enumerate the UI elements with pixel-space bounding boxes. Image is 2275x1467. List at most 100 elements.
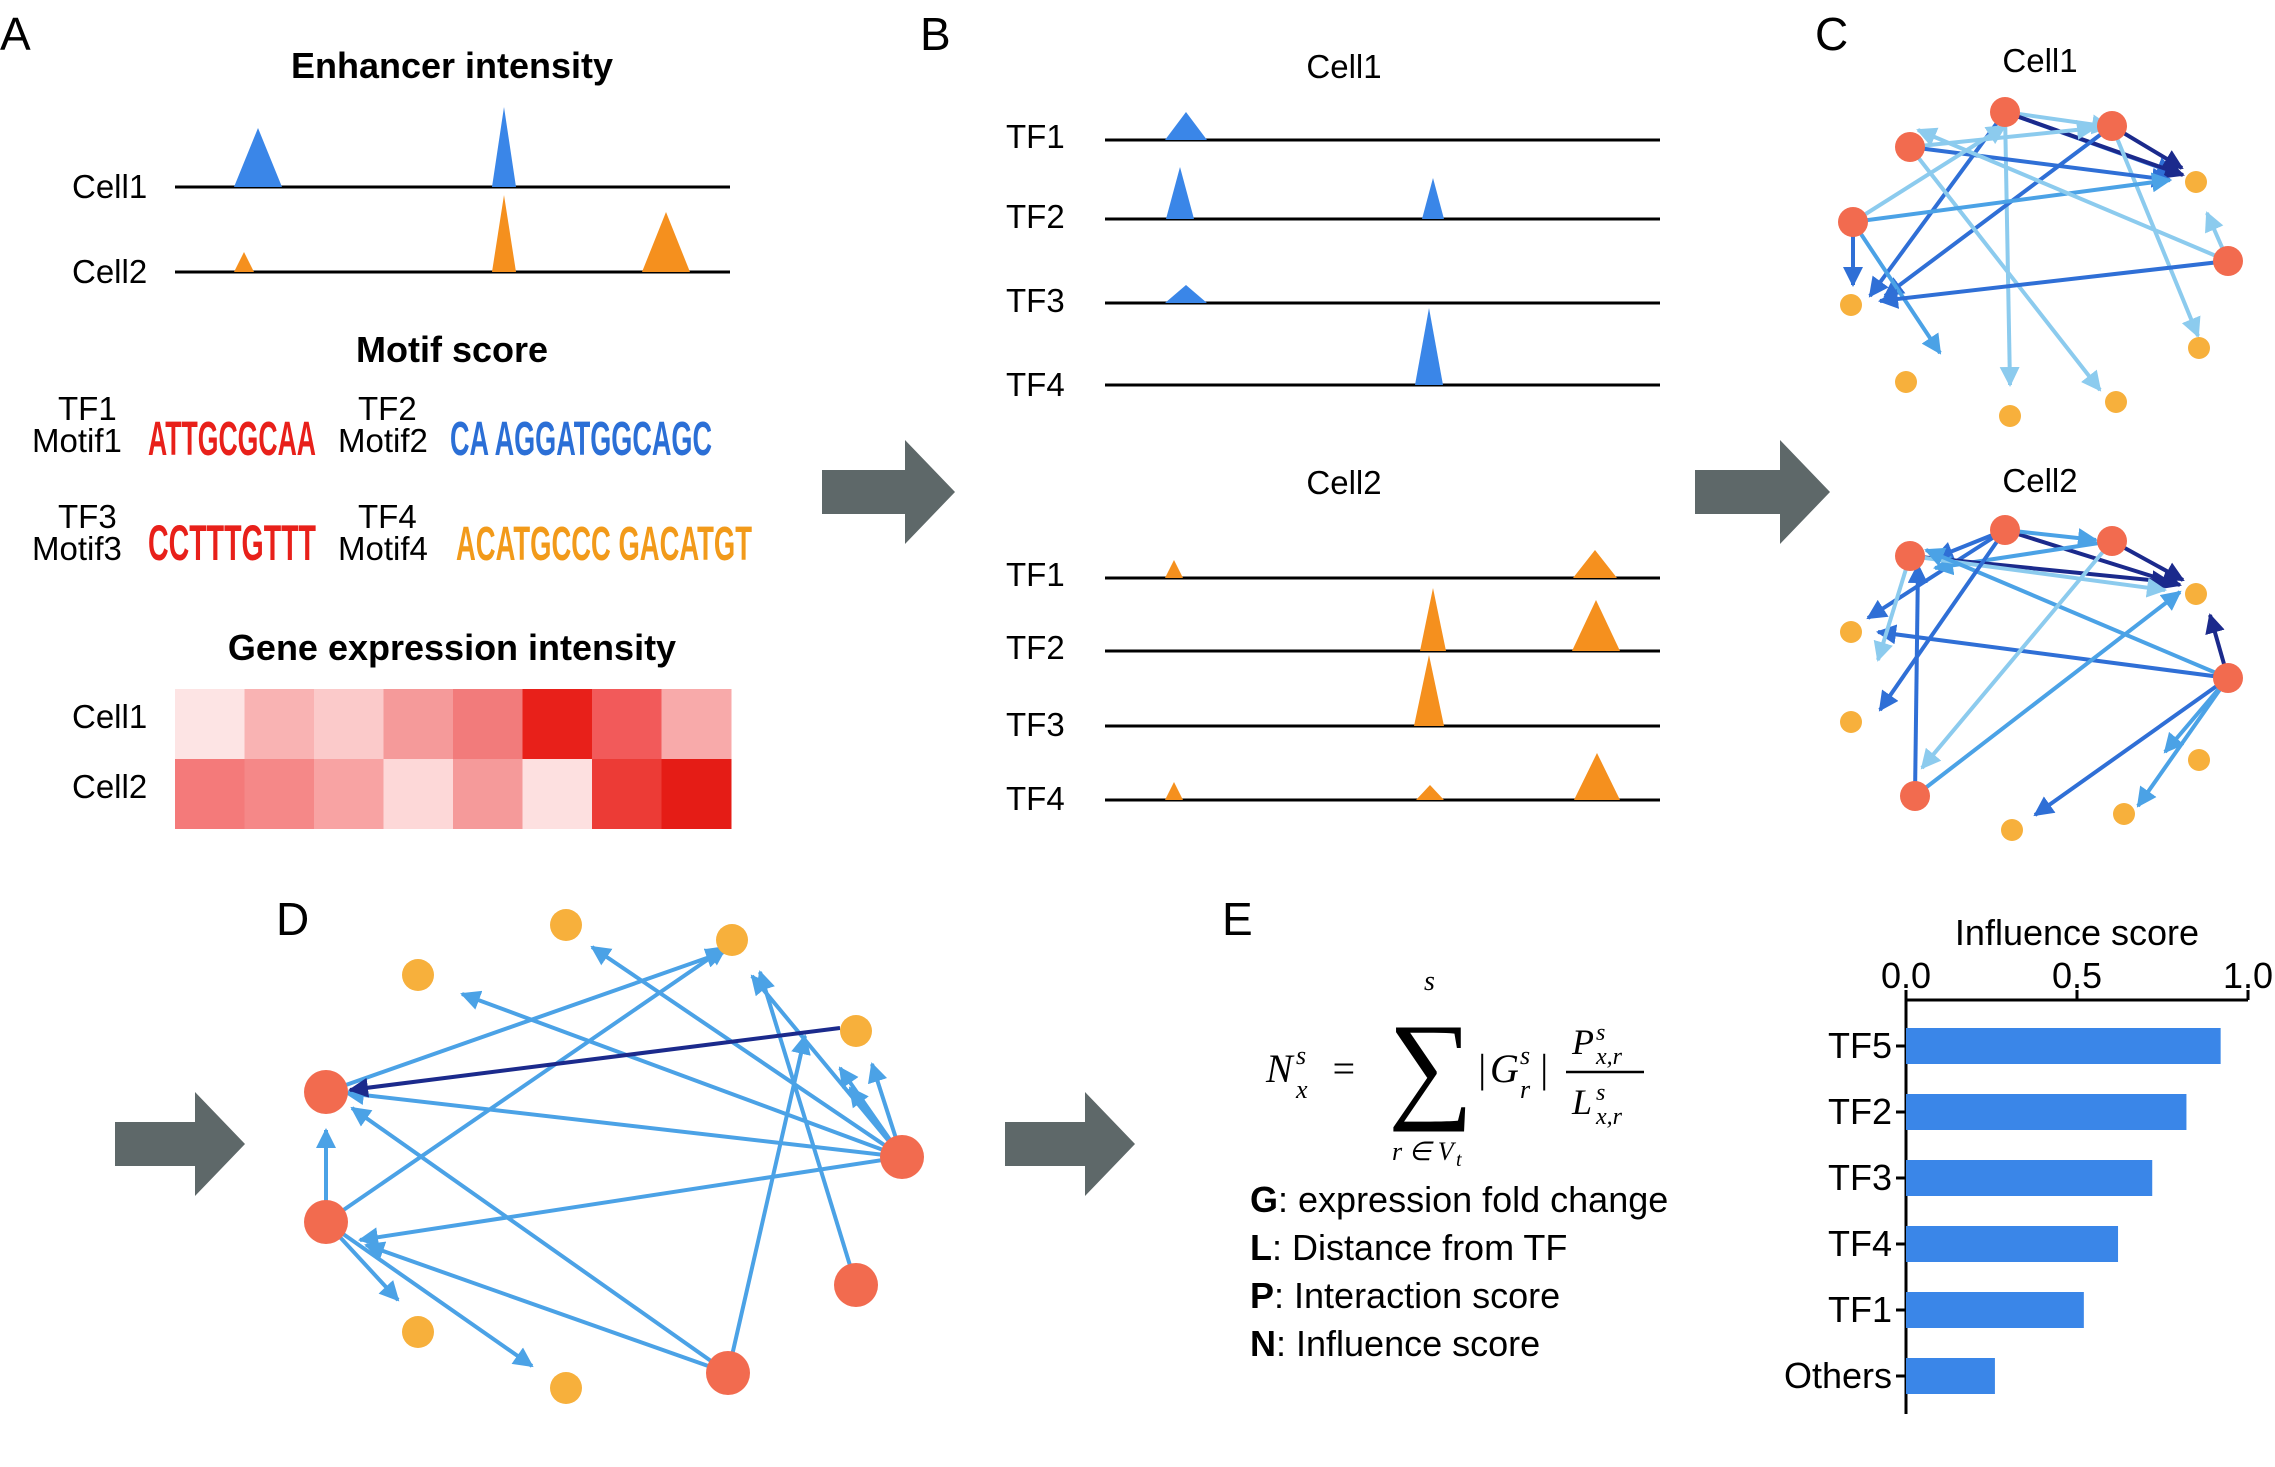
motif4-logo: ACATGCCC GACATGT <box>456 518 752 571</box>
b1-tf2-peak <box>1166 167 1194 219</box>
formula-legend: G: expression fold change L: Distance fr… <box>1250 1179 1668 1364</box>
gene-node <box>2185 171 2207 193</box>
gene-node <box>2113 803 2135 825</box>
network-edge <box>325 948 726 1094</box>
legend-row: L: Distance from TF <box>1250 1227 1567 1268</box>
arrow-b-to-c <box>1695 440 1830 544</box>
tf-node <box>2097 111 2127 141</box>
b1-tf2-label: TF2 <box>1006 198 1065 235</box>
expression-heatmap <box>175 689 732 829</box>
category-label: TF4 <box>1828 1223 1892 1264</box>
network-edge <box>2033 676 2230 817</box>
legend-key: G <box>1250 1179 1278 1220</box>
chart-title: Influence score <box>1955 912 2199 953</box>
motif1-logo: ATTGCGCAA <box>148 413 316 466</box>
network-edge <box>1873 555 1912 662</box>
motif1-label: Motif1 <box>32 422 122 459</box>
network-edge <box>1920 539 2114 770</box>
enhancer-tracks: Cell1 Cell2 <box>72 107 730 290</box>
network-edge <box>358 1155 903 1248</box>
category-label: TF3 <box>1828 1157 1892 1198</box>
heatmap-cell <box>522 759 593 829</box>
tf-node <box>834 1263 878 1307</box>
heatmap-cell <box>522 689 593 759</box>
svg-text:∑: ∑ <box>1388 999 1474 1132</box>
motif-logos: TF1 Motif1 ATTGCGCAA TF2 Motif2 CA AGGAT… <box>32 390 752 571</box>
network-edge <box>2004 110 2185 179</box>
network-edge <box>1878 528 2007 712</box>
network-edge <box>324 945 728 1224</box>
arrow-a-to-b <box>822 440 955 544</box>
svg-text:G: G <box>1490 1046 1519 1091</box>
svg-text:|: | <box>1538 1046 1549 1091</box>
panel-b-cell2-title: Cell2 <box>1306 464 1381 501</box>
gene-node <box>1840 711 1862 733</box>
network-edge <box>1913 590 2182 798</box>
legend-key: P <box>1250 1275 1274 1316</box>
category-label: Others <box>1784 1355 1892 1396</box>
b2-tf2-peak <box>1572 600 1620 651</box>
tf-node <box>1895 132 1925 162</box>
b2-tf3-peak <box>1414 655 1444 726</box>
network-edge <box>2004 528 2182 590</box>
tf-node <box>1990 97 2020 127</box>
category-label: TF2 <box>1828 1091 1892 1132</box>
legend-text: : Interaction score <box>1274 1275 1560 1316</box>
motif4-label: Motif4 <box>338 530 428 567</box>
b2-tf2-label: TF2 <box>1006 629 1065 666</box>
svg-text:s: s <box>1296 1041 1306 1070</box>
gene-node <box>550 1372 582 1404</box>
heatmap-cell <box>244 759 315 829</box>
tf-node <box>2213 663 2243 693</box>
bar <box>1906 1292 2084 1328</box>
bar <box>1906 1226 2119 1262</box>
gene-node <box>402 959 434 991</box>
svg-text:s: s <box>1596 1020 1605 1046</box>
network-edge <box>324 1220 534 1368</box>
heatmap-cell <box>453 759 523 829</box>
b2-tf3-label: TF3 <box>1006 706 1065 743</box>
legend-text: : Distance from TF <box>1272 1227 1567 1268</box>
motif-tf1-label: TF1 <box>58 390 117 427</box>
heatmap-cell <box>175 759 245 829</box>
svg-text:N: N <box>1265 1046 1295 1091</box>
legend-text: : expression fold change <box>1278 1179 1668 1220</box>
b2-tf1-peak <box>1165 560 1183 578</box>
network-edge <box>2004 528 2098 548</box>
b2-tf4-label: TF4 <box>1006 780 1065 817</box>
svg-text:s: s <box>1596 1080 1605 1106</box>
network-edge <box>1852 172 2172 224</box>
panel-b-cell1-tracks: TF1 TF2 TF3 TF4 <box>1006 112 1660 403</box>
network-edge <box>344 1085 903 1159</box>
network-edge <box>1851 124 2007 224</box>
legend-row: N: Influence score <box>1250 1323 1540 1364</box>
enhancer-cell1-peak <box>234 128 282 187</box>
bar <box>1906 1160 2153 1196</box>
b1-tf3-label: TF3 <box>1006 282 1065 319</box>
network-edge <box>1916 127 2229 263</box>
combined-network <box>304 909 924 1404</box>
legend-row: P: Interaction score <box>1250 1275 1560 1316</box>
heatmap-cell <box>244 689 315 759</box>
network-edge <box>1878 259 2229 309</box>
b2-tf4-peak <box>1416 785 1444 800</box>
network-edge <box>1876 624 2229 680</box>
enhancer-cell2-peak <box>234 252 254 272</box>
panel-c-cell2-title: Cell2 <box>2002 462 2077 499</box>
svg-text:r: r <box>1520 1075 1531 1104</box>
b2-tf4-peak <box>1165 782 1183 800</box>
svg-text:s: s <box>1424 966 1435 997</box>
enhancer-cell1-peak <box>492 107 516 187</box>
gene-node <box>840 1015 872 1047</box>
arrow-d-to-e <box>1005 1092 1135 1196</box>
arrow-into-d <box>115 1092 245 1196</box>
bar <box>1906 1358 1995 1394</box>
heatmap-cell <box>383 689 454 759</box>
heatmap-cell <box>592 689 662 759</box>
bar <box>1906 1094 2187 1130</box>
motif3-label: Motif3 <box>32 530 122 567</box>
enhancer-cell2-label: Cell2 <box>72 253 147 290</box>
panel-c-label: C <box>1815 8 1848 60</box>
heatmap-cell <box>175 689 245 759</box>
gene-node <box>402 1316 434 1348</box>
